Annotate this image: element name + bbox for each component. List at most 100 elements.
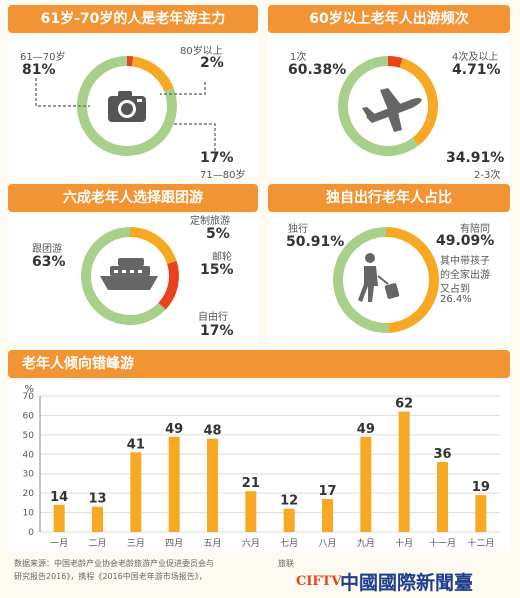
note-solo-line4: 26.4% (440, 294, 472, 305)
bar-value-label: 14 (50, 490, 68, 505)
label-age-80-name: 80岁以上 (180, 46, 223, 57)
y-tick-label: 20 (23, 489, 35, 499)
x-tick-label: 十一月 (429, 537, 456, 549)
label-tour-cruise-value: 15% (200, 262, 234, 278)
label-freq-1-name: 1次 (290, 52, 307, 63)
panel-title-tour: 六成老年人选择跟团游 (8, 184, 258, 212)
note-solo-line3: 又占到 (440, 284, 470, 295)
bar-value-label: 49 (357, 422, 375, 437)
x-tick-label: 八月 (318, 538, 336, 549)
bar-value-label: 41 (127, 437, 145, 452)
label-tour-group-name: 跟团游 (32, 244, 62, 255)
donut-slice (129, 227, 146, 239)
x-tick-label: 四月 (165, 538, 183, 549)
bar-value-label: 62 (395, 397, 413, 412)
donut-slice (333, 227, 390, 333)
x-tick-label: 五月 (203, 538, 221, 549)
label-solo-accompanied-value: 49.09% (436, 233, 495, 249)
bar (322, 498, 333, 532)
bar-value-label: 48 (203, 424, 221, 439)
label-age-61-70-value: 81% (22, 62, 56, 78)
label-age-61-70-name: 61—70岁 (20, 52, 66, 63)
label-age-71-80-name: 71—80岁 (200, 170, 246, 181)
x-tick-label: 七月 (280, 538, 298, 549)
bar-value-label: 12 (280, 494, 298, 509)
bar (398, 411, 410, 532)
camera-icon (108, 91, 146, 122)
donut-slice (158, 260, 179, 310)
label-solo-alone-name: 独行 (288, 224, 308, 235)
bar-value-label: 13 (88, 492, 106, 507)
bar (283, 508, 295, 532)
bar (207, 438, 218, 532)
y-tick-label: 0 (28, 528, 34, 538)
bar-value-label: 49 (165, 422, 183, 437)
donut-slice (131, 56, 174, 92)
panel-title-solo: 独自出行老年人占比 (268, 184, 510, 212)
x-tick-label: 三月 (127, 538, 145, 549)
panel-title-freq: 60岁以上老年人出游频次 (268, 5, 510, 33)
bar (130, 452, 142, 532)
label-tour-custom-name: 定制旅游 (190, 216, 230, 227)
y-axis-label: % (24, 384, 34, 395)
donut-slice (141, 229, 177, 265)
bar-value-label: 19 (472, 480, 490, 495)
y-tick-label: 70 (23, 392, 35, 402)
label-age-80-value: 2% (200, 55, 224, 71)
bar (360, 436, 372, 532)
bar-chart-panel (8, 380, 510, 552)
label-tour-group-value: 63% (32, 254, 66, 270)
airplane-icon (362, 88, 422, 132)
label-freq-1-value: 60.38% (288, 62, 347, 78)
source-line-2: 研究报告2016》，携程《2016中国老年游市场报告》， (14, 572, 207, 581)
x-tick-label: 二月 (88, 538, 106, 549)
donut-slice (399, 58, 438, 146)
bar-chart-title: 老年人倾向错峰游 (8, 350, 510, 378)
x-tick-label: 十月 (395, 537, 413, 549)
source-line-1b: 旅联 (278, 559, 294, 568)
label-tour-free-value: 17% (200, 323, 234, 339)
bar-value-label: 36 (433, 447, 451, 462)
donut-slice (81, 227, 166, 325)
donut-slice (77, 56, 177, 156)
bar (92, 506, 103, 532)
bar (53, 504, 65, 532)
y-tick-label: 60 (23, 411, 35, 421)
bar-value-label: 17 (318, 484, 336, 499)
source-line-1: 数据来源：中国老龄产业协会老龄旅游产业促进委员会与 (14, 559, 214, 568)
bar (245, 491, 257, 532)
y-tick-label: 50 (23, 431, 35, 441)
panel-title-age: 61岁-70岁的人是老年游主力 (8, 5, 258, 33)
donut-slice (387, 56, 403, 68)
label-tour-cruise-name: 邮轮 (212, 252, 232, 263)
label-freq-4-name: 4次及以上 (452, 52, 499, 63)
y-tick-label: 10 (23, 509, 35, 519)
bar (168, 436, 180, 532)
note-solo-line2: 的全家出游 (440, 270, 490, 281)
label-tour-custom-value: 5% (206, 226, 230, 242)
bar (475, 495, 487, 532)
watermark-text: 中國國際新聞臺 (340, 572, 474, 594)
cruise-ship-icon (100, 258, 158, 290)
bar (437, 462, 448, 532)
bar-value-label: 21 (242, 476, 260, 491)
label-tour-free-name: 自由行 (198, 312, 228, 323)
label-freq-23-value: 34.91% (446, 150, 505, 166)
x-tick-label: 九月 (357, 538, 375, 549)
note-solo-line1: 其中带孩子 (440, 256, 490, 267)
label-freq-23-name: 2-3次 (474, 170, 501, 181)
label-solo-accompanied-name: 有陪同 (460, 224, 490, 235)
label-age-71-80-value: 17% (200, 150, 234, 166)
traveler-luggage-icon (358, 253, 400, 302)
label-solo-alone-value: 50.91% (286, 234, 345, 250)
x-tick-label: 十二月 (467, 537, 494, 549)
label-freq-4-value: 4.71% (452, 62, 501, 78)
y-tick-label: 40 (23, 450, 35, 460)
watermark-brand: CIFTV (296, 574, 342, 589)
donut-slice (338, 56, 419, 156)
x-tick-label: 六月 (242, 537, 260, 549)
donut-slice (385, 227, 439, 333)
